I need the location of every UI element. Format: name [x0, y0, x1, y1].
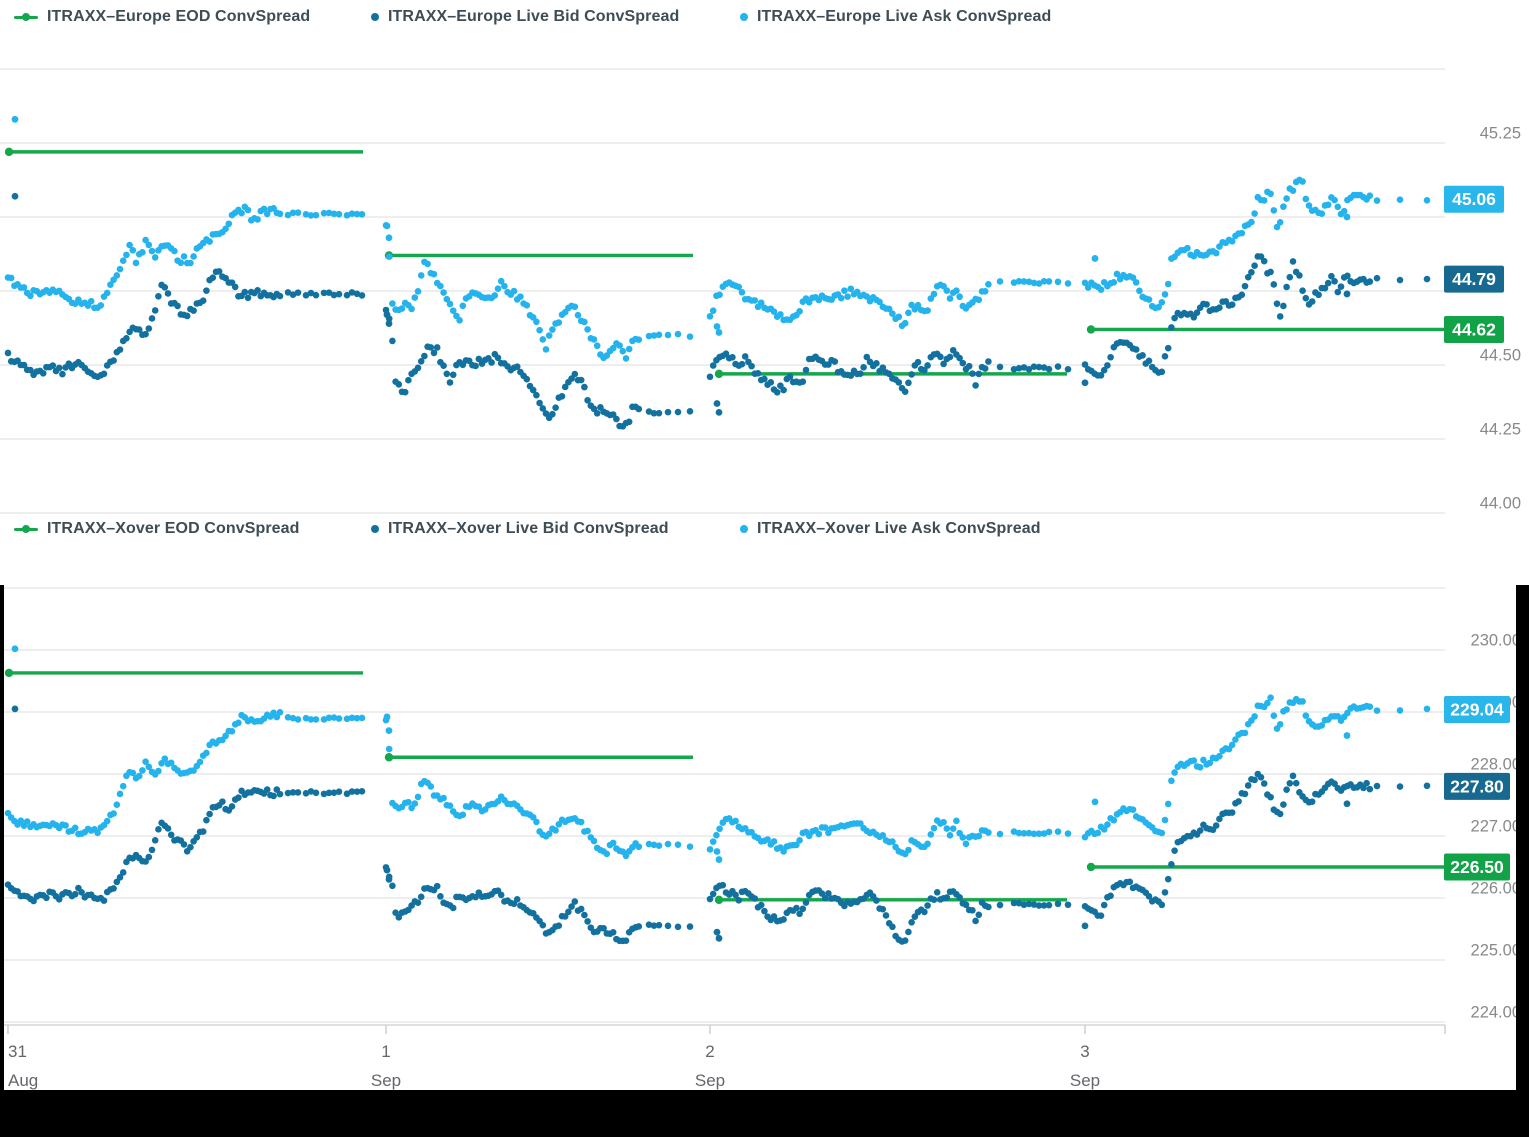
legend-item-xover-bid[interactable]: ITRAXX–Xover Live Bid ConvSpread [371, 520, 669, 538]
legend-label-xover-bid: ITRAXX–Xover Live Bid ConvSpread [388, 520, 669, 537]
x-axis: 31 Aug 1 Sep 2 Sep 3 Sep [0, 1024, 1446, 1090]
eod-line-legend-marker-icon [14, 12, 38, 22]
legend-item-xover-ask[interactable]: ITRAXX–Xover Live Ask ConvSpread [740, 520, 1041, 538]
legend-label-europe-eod: ITRAXX–Europe EOD ConvSpread [47, 8, 311, 25]
svg-text:Sep: Sep [1070, 1071, 1100, 1090]
bid-dot-legend-marker-icon [371, 525, 379, 533]
svg-text:45.25: 45.25 [1480, 125, 1521, 143]
svg-text:229.04: 229.04 [1450, 700, 1504, 720]
legend-xover: ITRAXX–Xover EOD ConvSpread ITRAXX–Xover… [0, 520, 1529, 550]
legend-item-europe-eod[interactable]: ITRAXX–Europe EOD ConvSpread [14, 8, 310, 26]
svg-text:44.25: 44.25 [1480, 421, 1521, 439]
ITRAXX-Xover ConvSpread-y-axis-labels: 230.00229.00228.00227.00226.00225.00224.… [1471, 632, 1521, 1022]
ITRAXX-Xover ConvSpread-ask-series [4, 645, 1431, 863]
svg-text:230.00: 230.00 [1471, 632, 1521, 650]
svg-text:31: 31 [8, 1042, 27, 1061]
ITRAXX-Europe ConvSpread-bid-series [4, 192, 1431, 430]
svg-text:226.50: 226.50 [1450, 857, 1504, 877]
ITRAXX-Europe ConvSpread-y-axis-labels: 45.25 44.50 44.25 44.00 [1480, 125, 1521, 513]
window-frame-left [0, 585, 4, 1090]
svg-text:1: 1 [381, 1042, 390, 1061]
svg-text:44.00: 44.00 [1480, 495, 1521, 513]
bid-dot-legend-marker-icon [371, 13, 379, 21]
svg-text:Aug: Aug [8, 1071, 38, 1090]
svg-text:227.80: 227.80 [1450, 776, 1504, 796]
eod-line-legend-marker-icon [14, 524, 38, 534]
ITRAXX-Xover ConvSpread-bid-series [4, 705, 1431, 945]
svg-text:224.00: 224.00 [1471, 1004, 1521, 1022]
window-frame-right [1516, 585, 1529, 1090]
ITRAXX-Europe ConvSpread-value-badges: 45.06 44.79 44.62 [1444, 185, 1504, 343]
svg-text:226.00: 226.00 [1471, 880, 1521, 898]
svg-text:Sep: Sep [371, 1071, 401, 1090]
legend-item-europe-ask[interactable]: ITRAXX–Europe Live Ask ConvSpread [740, 8, 1051, 26]
svg-text:44.79: 44.79 [1452, 269, 1496, 289]
ITRAXX-Xover ConvSpread-value-badges: 229.04 227.80 226.50 [1444, 696, 1510, 881]
ITRAXX-Europe ConvSpread-gridlines [0, 68, 1445, 514]
svg-text:44.50: 44.50 [1480, 347, 1521, 365]
legend-item-xover-eod[interactable]: ITRAXX–Xover EOD ConvSpread [14, 520, 300, 538]
ITRAXX-Europe ConvSpread-ask-series [4, 115, 1431, 362]
legend-label-europe-bid: ITRAXX–Europe Live Bid ConvSpread [388, 8, 680, 25]
legend-item-europe-bid[interactable]: ITRAXX–Europe Live Bid ConvSpread [371, 8, 679, 26]
legend-label-xover-eod: ITRAXX–Xover EOD ConvSpread [47, 520, 300, 537]
ITRAXX-Europe ConvSpread-eod-series [4, 147, 1446, 379]
svg-text:2: 2 [705, 1042, 714, 1061]
window-frame-bottom [0, 1090, 1529, 1137]
svg-text:3: 3 [1080, 1042, 1089, 1061]
legend-europe: ITRAXX–Europe EOD ConvSpread ITRAXX–Euro… [0, 8, 1529, 38]
svg-text:45.06: 45.06 [1452, 189, 1496, 209]
svg-text:228.00: 228.00 [1471, 756, 1521, 774]
legend-label-europe-ask: ITRAXX–Europe Live Ask ConvSpread [757, 8, 1052, 25]
ask-dot-legend-marker-icon [740, 525, 748, 533]
ITRAXX-Xover ConvSpread-eod-series [4, 668, 1446, 905]
svg-text:227.00: 227.00 [1471, 818, 1521, 836]
svg-text:225.00: 225.00 [1471, 942, 1521, 960]
svg-text:Sep: Sep [695, 1071, 725, 1090]
svg-text:44.62: 44.62 [1452, 319, 1496, 339]
ask-dot-legend-marker-icon [740, 13, 748, 21]
legend-label-xover-ask: ITRAXX–Xover Live Ask ConvSpread [757, 520, 1041, 537]
